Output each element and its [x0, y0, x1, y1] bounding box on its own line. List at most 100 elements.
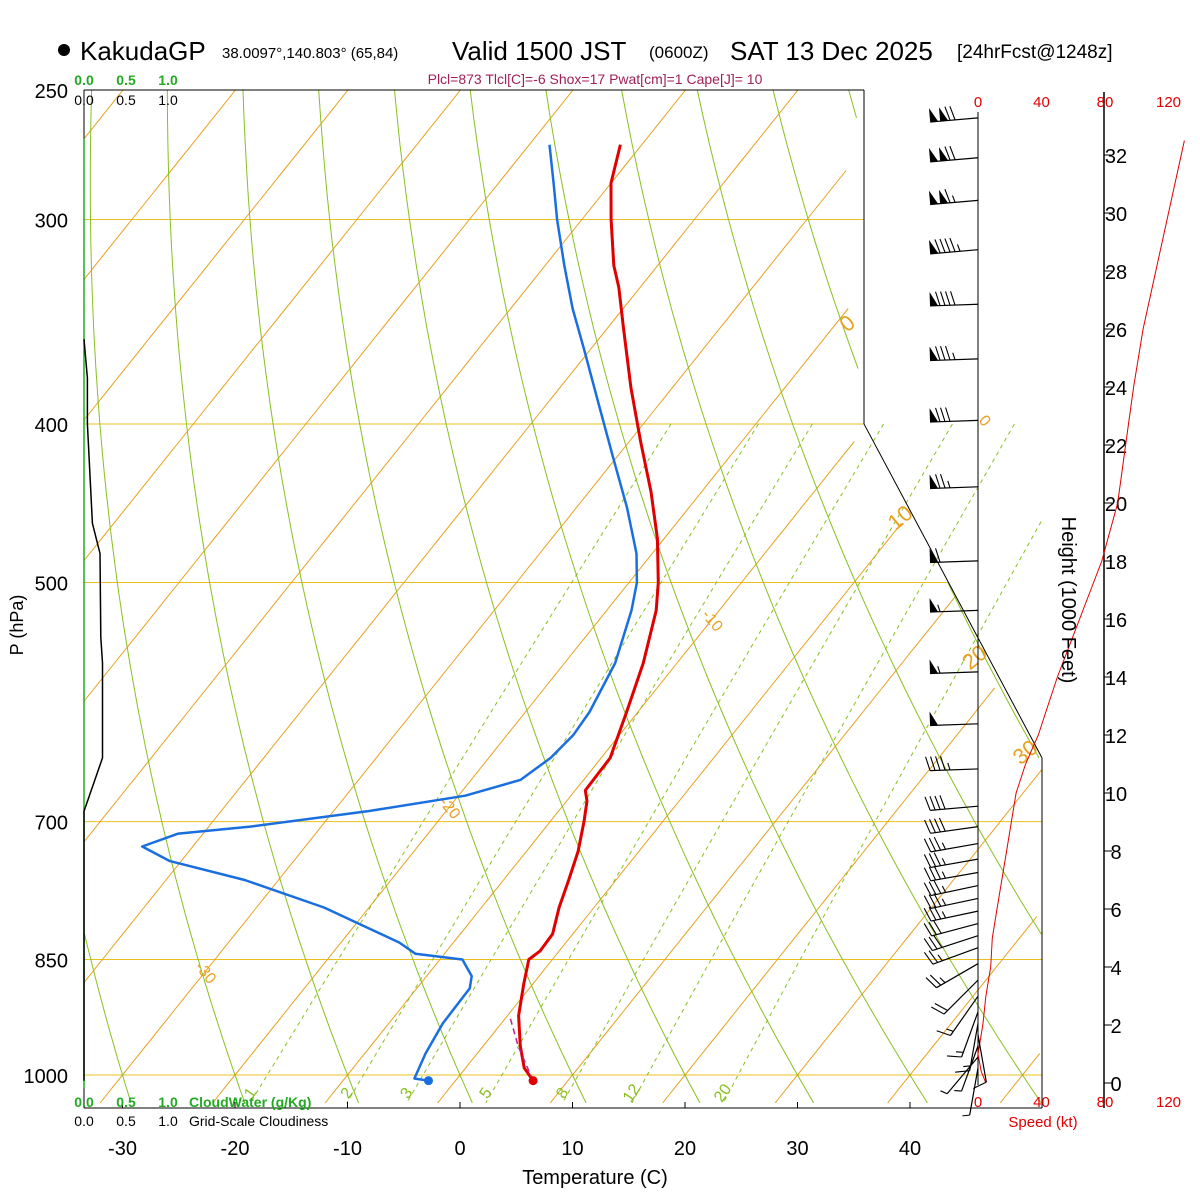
wind-barb [923, 947, 979, 965]
dry-adiabat-line [848, 90, 857, 119]
wind-barb [925, 756, 979, 772]
wind-barbs [923, 106, 987, 1117]
adiabat-label: 10 [883, 500, 918, 535]
mixing-ratio-line [631, 423, 1015, 1104]
height-tick-label: 26 [1105, 320, 1127, 342]
barb-staff [930, 871, 979, 882]
barb-staff [932, 935, 979, 952]
barb-pennant [929, 408, 939, 423]
barb-feather [928, 921, 937, 935]
isotherm-line [84, 90, 349, 421]
height-tick-label: 22 [1105, 436, 1127, 458]
barb-pennant [929, 548, 939, 563]
barb-half-feather [956, 244, 961, 252]
barb-feather [925, 977, 937, 989]
barb-feather [928, 894, 937, 908]
barb-half-feather [940, 1090, 948, 1095]
isotherm-line [549, 596, 956, 1104]
barb-feather [936, 1030, 951, 1037]
barb-pennant [928, 147, 939, 162]
cloudwater-legend: CloudWater (g/Kg) [189, 1094, 311, 1110]
speed-top-tick: 0 [974, 94, 982, 111]
barb-staff [930, 910, 979, 922]
temperature-tick-label: 0 [454, 1138, 465, 1160]
data-series [83, 140, 1185, 1086]
barb-feather [949, 237, 956, 252]
barb-feather [924, 796, 931, 811]
barb-feather [923, 882, 932, 896]
wind-barb [955, 1023, 979, 1073]
barb-half-feather [941, 842, 946, 850]
isotherm-line [662, 687, 995, 1104]
barb-feather [935, 474, 941, 489]
barb-half-feather [947, 480, 951, 488]
barb-half-feather [941, 898, 947, 906]
cloudiness-top-tick: 1.0 [158, 92, 178, 108]
barb-staff [936, 963, 979, 989]
isotherm-line [99, 170, 847, 1104]
barb-half-feather [937, 604, 941, 612]
dewpoint-line [140, 144, 639, 1082]
barb-feather [940, 346, 946, 361]
barb-half-feather [955, 1051, 964, 1053]
wind-barb [923, 893, 979, 910]
barb-staff [969, 1023, 979, 1071]
pressure-tick-label: 500 [35, 574, 68, 596]
wind-barb [923, 865, 979, 882]
wind-barb [929, 548, 979, 564]
cloudiness-top-tick: 0.0 [74, 92, 94, 108]
height-tick-label: 12 [1105, 726, 1127, 748]
barb-feather [939, 795, 946, 810]
station-coords: 38.0097°,140.803° (65,84) [222, 45, 398, 62]
wind-barb [931, 979, 979, 1015]
wind-barb [928, 106, 979, 123]
speed-bottom-tick: 120 [1156, 1094, 1181, 1111]
barb-feather [933, 865, 942, 880]
wind-barb [929, 598, 979, 613]
station-name: KakudaGP [80, 36, 206, 66]
barb-feather [944, 106, 951, 121]
barb-staff [943, 979, 979, 1015]
dry-adiabat-line [545, 90, 928, 1104]
barb-feather [923, 895, 932, 909]
barb-half-feather [947, 762, 951, 771]
temperature-tick-label: 40 [899, 1138, 921, 1160]
barb-half-feather [962, 1114, 970, 1117]
wind-barb [925, 963, 979, 989]
cloudiness-bottom-tick: 0.0 [74, 1113, 94, 1129]
wind-barb [928, 237, 979, 255]
speed-bottom-tick: 80 [1097, 1094, 1114, 1111]
cloudiness-bottom-tick: 1.0 [158, 1113, 178, 1129]
wind-barb [923, 852, 979, 869]
barb-feather [928, 837, 937, 852]
wind-barb [929, 345, 979, 362]
barb-half-feather [954, 1090, 962, 1092]
dry-adiabat-line [772, 90, 1040, 759]
isotherm-line [212, 308, 849, 1104]
barb-feather [928, 881, 937, 895]
barb-half-feather [946, 1028, 954, 1032]
wind-barb [929, 473, 979, 490]
isotherm-line [437, 522, 902, 1104]
pressure-tick-label: 250 [35, 81, 68, 103]
cloudwater-bottom-tick: 0.0 [74, 1094, 94, 1110]
wind-barb [962, 1067, 979, 1117]
speed-top-tick: 120 [1156, 94, 1181, 111]
barb-feather [947, 1055, 962, 1058]
barb-feather [933, 935, 943, 948]
cloudiness-line [83, 339, 104, 1081]
speed-bottom-tick: 0 [974, 1094, 982, 1111]
height-tick-label: 10 [1105, 784, 1127, 806]
wind-barb [973, 1034, 987, 1089]
barb-feather [925, 756, 931, 771]
dry-adiabat-line [621, 90, 1042, 1104]
height-tick-label: 4 [1110, 958, 1121, 980]
barb-feather [928, 906, 937, 921]
utc-time: (0600Z) [649, 43, 709, 62]
pressure-axis-title: P (hPa) [7, 595, 27, 656]
barb-staff [930, 885, 979, 897]
barb-staff [946, 1056, 979, 1095]
height-tick-label: 32 [1105, 146, 1127, 168]
temperature-line [517, 144, 660, 1082]
